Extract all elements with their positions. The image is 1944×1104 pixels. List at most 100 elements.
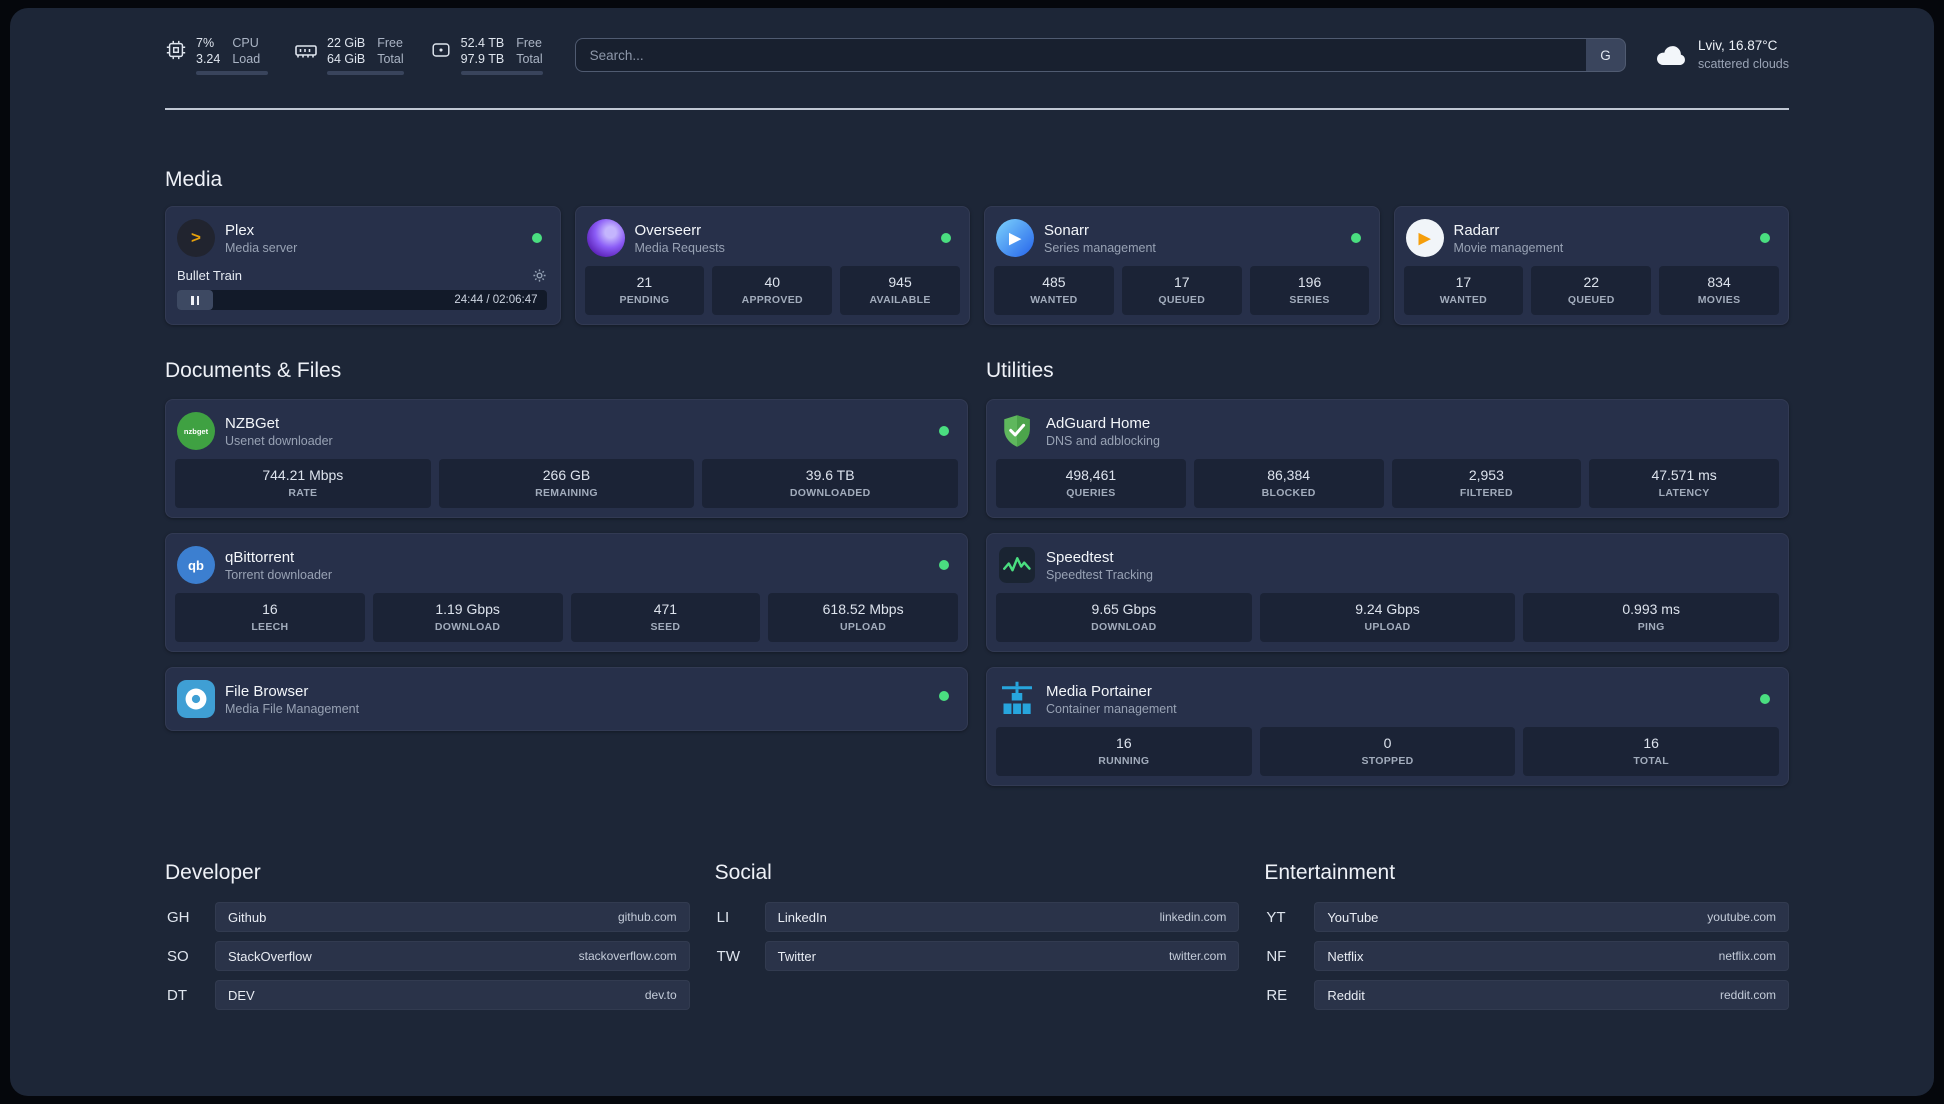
- bookmark-reddit: RE Reddit reddit.com: [1264, 980, 1789, 1010]
- status-dot: [939, 426, 949, 436]
- cpu-usage-label: CPU: [232, 35, 259, 50]
- service-card-plex[interactable]: > Plex Media server Bullet Train: [165, 206, 561, 325]
- plex-icon: >: [177, 219, 215, 257]
- status-dot: [1760, 694, 1770, 704]
- service-desc: Container management: [1046, 701, 1177, 716]
- cpu-progress-bar: [196, 71, 268, 76]
- bookmark-link-netflix[interactable]: Netflix netflix.com: [1314, 941, 1789, 971]
- status-dot: [941, 233, 951, 243]
- service-name: Speedtest: [1046, 548, 1114, 566]
- service-name: Sonarr: [1044, 221, 1090, 239]
- bookmark-link-twitter[interactable]: Twitter twitter.com: [764, 941, 1240, 971]
- bookmark-netflix: NF Netflix netflix.com: [1264, 941, 1789, 971]
- disk-free-value: 52.4 TB: [460, 35, 505, 50]
- service-card-radarr[interactable]: ▶ Radarr Movie management 17 WANTED 22 Q…: [1393, 206, 1789, 325]
- media-grid: > Plex Media server Bullet Train: [165, 206, 1789, 325]
- filebrowser-icon: [177, 680, 215, 718]
- stat-blocked: 86,384 BLOCKED: [1193, 459, 1384, 508]
- bookmark-linkedin: LI LinkedIn linkedin.com: [715, 902, 1240, 932]
- stat-available: 945 AVAILABLE: [840, 266, 960, 315]
- status-dot: [939, 560, 949, 570]
- bookmark-link-youtube[interactable]: YouTube youtube.com: [1314, 902, 1789, 932]
- memory-widget: 22 GiB 64 GiB Free Total: [294, 35, 404, 76]
- bookmark-link-dev[interactable]: DEV dev.to: [215, 980, 690, 1010]
- portainer-icon: [998, 680, 1036, 718]
- bookmark-dev: DT DEV dev.to: [165, 980, 690, 1010]
- cpu-load-label: Load: [232, 52, 261, 66]
- stat-queued: 22 QUEUED: [1531, 266, 1652, 315]
- service-card-nzbget[interactable]: nzbget NZBGet Usenet downloader 744.21 M…: [165, 399, 968, 518]
- stat-ping: 0.993 ms PING: [1523, 593, 1780, 642]
- utilities-column: Utilities AdGuard Home DNS and adblockin…: [986, 359, 1789, 801]
- stat-latency: 47.571 ms LATENCY: [1589, 459, 1779, 508]
- bookmark-link-reddit[interactable]: Reddit reddit.com: [1314, 980, 1789, 1010]
- dashboard-panel: 7% 3.24 CPU Load: [10, 8, 1934, 1096]
- service-desc: Movie management: [1453, 240, 1564, 255]
- search-bar: G: [574, 38, 1626, 72]
- service-name: Media Portainer: [1046, 682, 1152, 700]
- search-provider-button[interactable]: G: [1585, 38, 1626, 72]
- bookmark-abbr: GH: [167, 908, 190, 926]
- search-input[interactable]: [574, 38, 1586, 72]
- service-card-filebrowser[interactable]: File Browser Media File Management: [165, 667, 968, 731]
- memory-icon: [294, 39, 318, 63]
- service-card-sonarr[interactable]: ▶ Sonarr Series management 485 WANTED 17…: [984, 206, 1380, 325]
- status-dot: [1760, 233, 1770, 243]
- playback-progress-bar[interactable]: 24:44 / 02:06:47: [177, 290, 547, 310]
- service-card-qbittorrent[interactable]: qb qBittorrent Torrent downloader 16 LEE…: [165, 533, 968, 652]
- service-desc: Media File Management: [225, 701, 360, 716]
- disk-icon: [430, 39, 452, 61]
- top-bar: 7% 3.24 CPU Load: [165, 32, 1789, 78]
- bookmarks-developer: Developer GH Github github.com SO StackO…: [165, 861, 690, 1019]
- bookmark-abbr: SO: [167, 947, 189, 965]
- stat-approved: 40 APPROVED: [712, 266, 833, 315]
- settings-gear-icon[interactable]: [532, 268, 547, 283]
- weather-condition: scattered clouds: [1697, 56, 1789, 71]
- bookmark-twitter: TW Twitter twitter.com: [715, 941, 1240, 971]
- service-name: AdGuard Home: [1046, 414, 1151, 432]
- stat-movies: 834 MOVIES: [1659, 266, 1779, 315]
- service-card-adguard[interactable]: AdGuard Home DNS and adblocking 498,461 …: [986, 399, 1789, 518]
- qbittorrent-icon: qb: [177, 546, 215, 584]
- bookmark-abbr: LI: [716, 908, 730, 926]
- pause-button[interactable]: [177, 290, 213, 310]
- service-name: Plex: [225, 221, 255, 239]
- disk-progress-bar: [460, 71, 543, 76]
- stat-queries: 498,461 QUERIES: [996, 459, 1186, 508]
- sonarr-icon: ▶: [996, 219, 1034, 257]
- topbar-divider: [165, 108, 1789, 110]
- bookmarks-social: Social LI LinkedIn linkedin.com TW Twitt…: [715, 861, 1240, 1019]
- stat-seed: 471 SEED: [570, 593, 761, 642]
- weather-widget[interactable]: Lviv, 16.87°C scattered clouds: [1654, 37, 1789, 72]
- service-name: Radarr: [1453, 221, 1500, 239]
- service-desc: Media Requests: [634, 240, 725, 255]
- service-desc: Media server: [225, 240, 298, 255]
- service-card-overseerr[interactable]: Overseerr Media Requests 21 PENDING 40 A…: [574, 206, 970, 325]
- bookmark-stackoverflow: SO StackOverflow stackoverflow.com: [165, 941, 690, 971]
- radarr-icon: ▶: [1405, 219, 1444, 257]
- memory-total-value: 64 GiB: [327, 52, 366, 66]
- bookmark-abbr: NF: [1266, 947, 1287, 965]
- service-card-speedtest[interactable]: Speedtest Speedtest Tracking 9.65 Gbps D…: [986, 533, 1789, 652]
- section-title-entertainment: Entertainment: [1264, 861, 1396, 884]
- bookmark-link-github[interactable]: Github github.com: [215, 902, 690, 932]
- stat-downloaded: 39.6 TB DOWNLOADED: [702, 459, 959, 508]
- now-playing-title: Bullet Train: [177, 268, 243, 283]
- memory-progress-bar: [327, 71, 404, 76]
- stat-pending: 21 PENDING: [584, 266, 705, 315]
- status-dot: [939, 691, 949, 701]
- stat-stopped: 0 STOPPED: [1259, 727, 1516, 776]
- service-card-portainer[interactable]: Media Portainer Container management 16 …: [986, 667, 1789, 786]
- stat-queued: 17 QUEUED: [1121, 266, 1242, 315]
- bookmark-link-stackoverflow[interactable]: StackOverflow stackoverflow.com: [215, 941, 690, 971]
- bookmark-link-linkedin[interactable]: LinkedIn linkedin.com: [764, 902, 1240, 932]
- section-title-media: Media: [165, 168, 223, 191]
- stat-rate: 744.21 Mbps RATE: [175, 459, 431, 508]
- stat-series: 196 SERIES: [1249, 266, 1370, 315]
- service-desc: Usenet downloader: [225, 433, 333, 448]
- bookmarks-entertainment: Entertainment YT YouTube youtube.com NF …: [1264, 861, 1789, 1019]
- weather-location: Lviv, 16.87°C: [1697, 38, 1778, 54]
- bookmark-youtube: YT YouTube youtube.com: [1264, 902, 1789, 932]
- memory-free-label: Free: [377, 35, 403, 50]
